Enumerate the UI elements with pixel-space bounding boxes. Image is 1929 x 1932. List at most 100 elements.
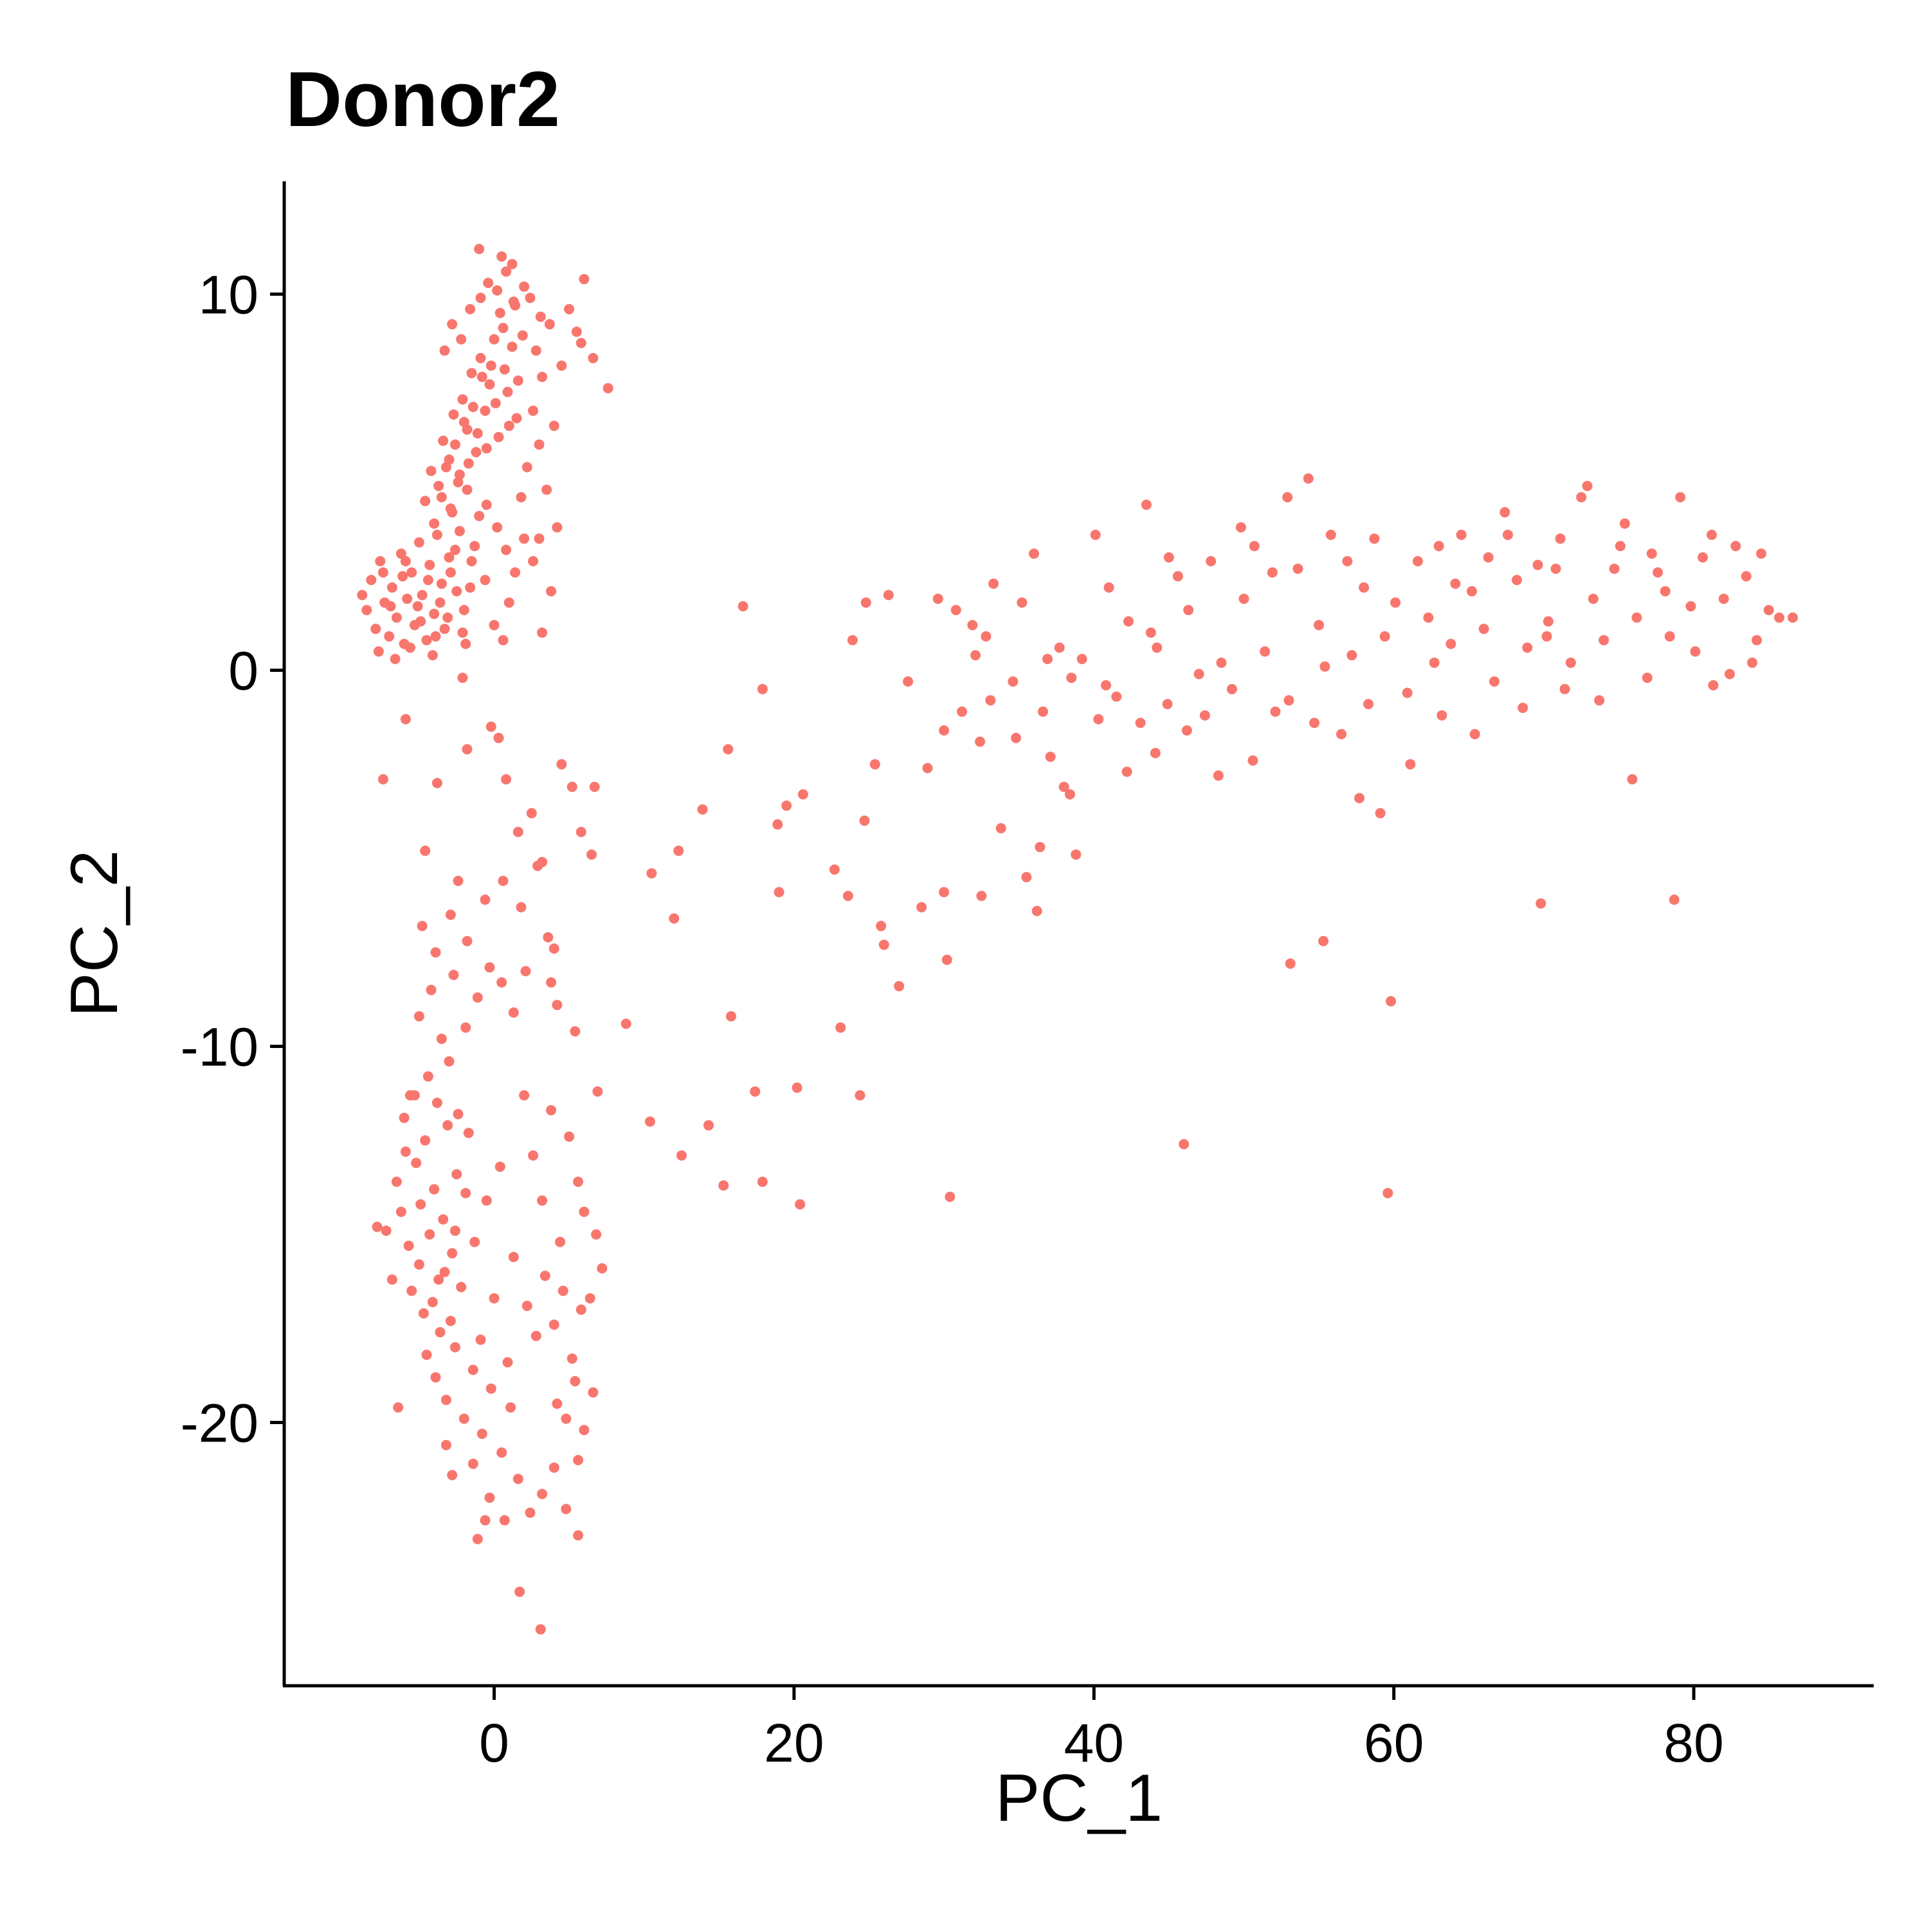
- data-point: [460, 1187, 471, 1198]
- data-point: [718, 1180, 729, 1191]
- data-point: [521, 1301, 532, 1312]
- data-point: [738, 601, 748, 611]
- data-point: [430, 1372, 441, 1383]
- data-point: [1282, 492, 1293, 503]
- data-point: [1121, 766, 1132, 777]
- data-point: [1065, 789, 1075, 800]
- data-point: [505, 1402, 516, 1413]
- data-point: [548, 420, 559, 431]
- data-point: [485, 1383, 496, 1394]
- data-point: [1285, 958, 1296, 969]
- data-point: [375, 555, 386, 566]
- data-point: [521, 462, 532, 473]
- x-tick-label: 20: [764, 1713, 824, 1773]
- data-point: [792, 1082, 802, 1093]
- data-point: [1576, 492, 1587, 503]
- data-point: [454, 526, 465, 537]
- data-point: [855, 1090, 865, 1101]
- data-point: [1535, 898, 1546, 909]
- data-point: [1450, 578, 1461, 589]
- data-point: [988, 578, 999, 589]
- data-point: [397, 571, 408, 582]
- data-point: [985, 695, 996, 706]
- data-point: [1283, 695, 1294, 706]
- data-point: [436, 492, 447, 503]
- data-point: [453, 876, 464, 887]
- data-point: [548, 1462, 559, 1473]
- data-point: [1756, 548, 1767, 559]
- data-point: [422, 1071, 433, 1082]
- data-point: [472, 1533, 483, 1544]
- data-point: [539, 1270, 550, 1281]
- data-point: [474, 510, 485, 521]
- data-point: [566, 1353, 577, 1364]
- data-point: [1379, 631, 1390, 642]
- data-point: [489, 1293, 500, 1304]
- data-point: [481, 1195, 492, 1206]
- chart-title: Donor2: [285, 55, 560, 143]
- data-point: [537, 627, 548, 638]
- data-point: [440, 462, 451, 473]
- data-point: [575, 1305, 586, 1315]
- data-point: [471, 447, 482, 458]
- data-point: [512, 375, 523, 386]
- data-point: [1342, 555, 1353, 566]
- data-point: [483, 278, 494, 288]
- data-point: [1031, 905, 1042, 916]
- data-point: [467, 402, 478, 412]
- data-point: [1162, 699, 1173, 710]
- data-point: [584, 1293, 595, 1304]
- data-point: [1402, 687, 1413, 698]
- data-point: [381, 1225, 392, 1236]
- data-point: [548, 1319, 559, 1330]
- data-point: [512, 827, 523, 837]
- data-point: [476, 1429, 487, 1440]
- data-point: [1045, 752, 1056, 763]
- data-point: [442, 612, 453, 623]
- data-point: [883, 590, 894, 600]
- data-point: [1270, 706, 1281, 717]
- data-point: [530, 1330, 541, 1341]
- data-point: [507, 258, 518, 269]
- data-point: [1646, 548, 1657, 559]
- data-point: [535, 311, 546, 322]
- data-point: [1135, 718, 1146, 728]
- data-point: [1788, 612, 1798, 623]
- data-point: [400, 555, 411, 566]
- data-point: [436, 1033, 447, 1044]
- data-point: [723, 744, 734, 755]
- data-point: [480, 575, 491, 586]
- data-point: [1042, 654, 1053, 664]
- data-point: [1071, 849, 1082, 860]
- data-point: [456, 334, 467, 345]
- x-tick-label: 60: [1364, 1713, 1424, 1773]
- data-point: [514, 1586, 525, 1597]
- data-point: [403, 1240, 414, 1251]
- data-point: [467, 1458, 478, 1469]
- data-point: [555, 1236, 566, 1247]
- data-point: [781, 800, 792, 811]
- data-point: [399, 1112, 410, 1123]
- data-point: [1483, 552, 1494, 563]
- data-point: [481, 500, 492, 510]
- data-point: [541, 484, 552, 495]
- data-point: [981, 631, 992, 642]
- data-point: [1522, 642, 1533, 653]
- data-point: [757, 683, 768, 694]
- data-point: [1076, 654, 1087, 664]
- data-point: [511, 413, 522, 424]
- data-point: [1730, 541, 1741, 552]
- data-point: [421, 635, 432, 646]
- data-point: [570, 1376, 581, 1387]
- data-point: [436, 578, 447, 589]
- data-point: [1445, 638, 1456, 649]
- data-point: [503, 420, 514, 431]
- data-point: [859, 815, 870, 826]
- data-point: [404, 1090, 415, 1101]
- data-point: [941, 954, 952, 965]
- data-point: [586, 849, 597, 860]
- data-point: [1747, 657, 1758, 668]
- data-point: [535, 1624, 546, 1635]
- data-point: [970, 650, 981, 661]
- data-point: [795, 1199, 806, 1210]
